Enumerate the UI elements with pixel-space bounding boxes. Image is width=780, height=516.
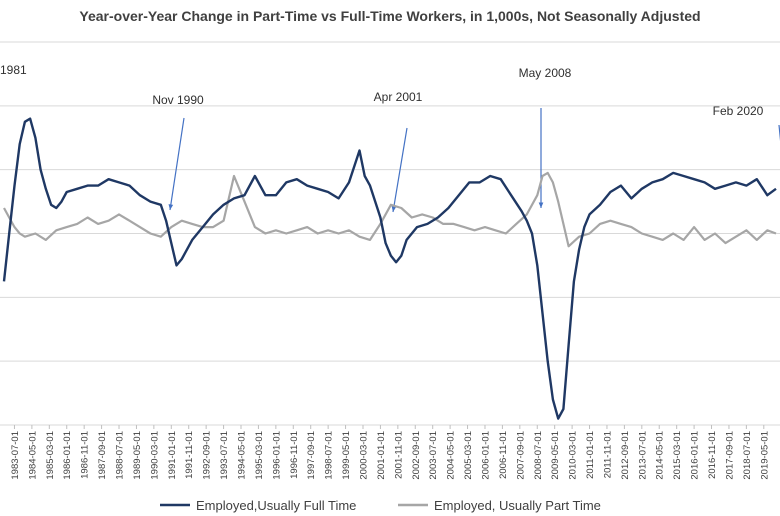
- x-tick-label: 2001-01-01: [376, 431, 387, 480]
- x-tick-label: 2003-07-01: [428, 431, 439, 480]
- series-line-part-time: [3, 171, 777, 248]
- x-tick-label: 1994-05-01: [237, 431, 248, 480]
- annotation-label: May 2008: [519, 66, 572, 80]
- x-tick-label: 2015-03-01: [672, 431, 683, 480]
- x-tick-label: 1986-11-01: [80, 431, 91, 479]
- x-tick-label: 1983-07-01: [10, 431, 21, 480]
- x-tick-label: 2016-11-01: [707, 431, 718, 479]
- x-tick-label: 2016-01-01: [690, 431, 701, 480]
- x-tick-label: 2004-05-01: [446, 431, 457, 480]
- x-tick-label: 2001-11-01: [393, 431, 404, 479]
- annotation-arrowhead: [538, 202, 544, 208]
- legend-label-part-time: Employed, Usually Part Time: [434, 498, 601, 513]
- x-tick-label: 1992-09-01: [202, 431, 213, 480]
- annotation-arrow: [778, 124, 780, 142]
- x-tick-label: 2007-09-01: [515, 431, 526, 480]
- x-tick-label: 2018-07-01: [742, 431, 753, 480]
- x-tick-label: 1998-07-01: [324, 431, 335, 480]
- annotation-arrows: [168, 108, 780, 213]
- annotation-label: Feb 2020: [713, 104, 764, 118]
- legend-label-full-time: Employed,Usually Full Time: [196, 498, 356, 513]
- legend: Employed,Usually Full Time Employed, Usu…: [160, 498, 601, 513]
- plot-area: [2, 117, 777, 420]
- x-tick-label: 2006-01-01: [480, 431, 491, 480]
- annotation-labels: 1981 Nov 1990 Apr 2001 May 2008 Feb 2020: [0, 63, 764, 118]
- chart-title: Year-over-Year Change in Part-Time vs Fu…: [79, 8, 700, 24]
- x-tick-label: 2013-07-01: [637, 431, 648, 480]
- x-tick-label: 2006-11-01: [498, 431, 509, 479]
- gridlines: [0, 41, 780, 426]
- x-tick-label: 1990-03-01: [149, 431, 160, 480]
- x-tick-label: 1993-07-01: [219, 431, 230, 480]
- x-tick-label: 2008-07-01: [533, 431, 544, 480]
- x-tick-label: 2002-09-01: [411, 431, 422, 480]
- x-tick-label: 2011-11-01: [602, 431, 613, 478]
- x-tick-label: 2014-05-01: [655, 431, 666, 480]
- annotation-arrow: [169, 117, 185, 211]
- x-tick-label: 1989-05-01: [132, 431, 143, 480]
- x-tick-label: 1984-05-01: [27, 431, 38, 480]
- x-tick-label: 2017-09-01: [724, 431, 735, 480]
- annotation-label: Nov 1990: [152, 93, 204, 107]
- annotation-arrowhead: [168, 204, 174, 210]
- x-tick-label: 1986-01-01: [62, 431, 73, 480]
- x-tick-label: 1985-03-01: [45, 431, 56, 480]
- series-line-full-time: [2, 117, 777, 420]
- x-tick-label: 2010-03-01: [568, 431, 579, 480]
- annotation-arrow: [392, 127, 408, 213]
- x-tick-label: 2000-03-01: [358, 431, 369, 480]
- x-tick-label: 2012-09-01: [620, 431, 631, 480]
- annotation-label: 1981: [0, 63, 27, 77]
- x-axis-ticks: 1983-07-01 1984-05-01 1985-03-01 1986-01-01…: [10, 425, 770, 480]
- x-tick-label: 1996-11-01: [289, 431, 300, 479]
- x-tick-label: 2011-01-01: [585, 431, 596, 479]
- annotation-arrowhead: [391, 206, 397, 212]
- x-tick-label: 2009-05-01: [550, 431, 561, 480]
- x-tick-label: 1988-07-01: [115, 431, 126, 480]
- x-tick-label: 1987-09-01: [97, 431, 108, 480]
- x-tick-label: 2005-03-01: [463, 431, 474, 480]
- x-tick-label: 1999-05-01: [341, 431, 352, 480]
- x-tick-label: 1997-09-01: [306, 431, 317, 480]
- x-tick-label: 1995-03-01: [254, 431, 265, 480]
- x-tick-label: 1996-01-01: [271, 431, 282, 480]
- x-tick-label: 2019-05-01: [759, 431, 770, 480]
- x-tick-label: 1991-11-01: [184, 431, 195, 479]
- annotation-label: Apr 2001: [374, 90, 423, 104]
- x-tick-label: 1991-01-01: [167, 431, 178, 480]
